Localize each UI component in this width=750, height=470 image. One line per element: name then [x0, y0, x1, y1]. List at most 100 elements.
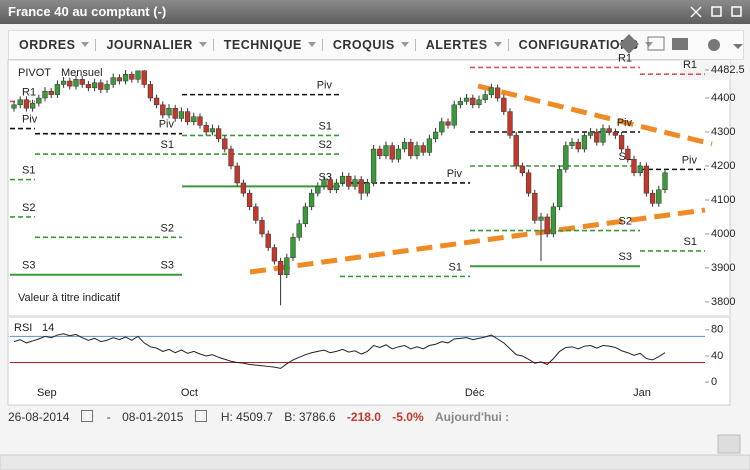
candle-body: [470, 97, 476, 106]
pivot-label: R1: [618, 52, 632, 64]
candle-body: [48, 90, 54, 95]
menu-item[interactable]: ORDRES: [9, 31, 95, 59]
chart-panel: [7, 59, 731, 406]
menu-item[interactable]: TECHNIQUE: [214, 31, 322, 59]
candle-body: [191, 116, 197, 123]
x-tick-label: Jan: [633, 387, 651, 399]
candle-body: [532, 192, 538, 221]
candle-body: [42, 90, 48, 99]
pivot-label: S1: [161, 139, 174, 151]
candle-body: [98, 82, 104, 90]
candle-body: [544, 216, 550, 235]
candle-body: [265, 233, 271, 248]
candle-body: [501, 97, 507, 112]
add-button[interactable]: [717, 434, 741, 454]
candle-body: [662, 172, 668, 191]
pivot-label: Piv: [682, 154, 698, 166]
change: -218.0: [346, 410, 381, 424]
candle-body: [290, 237, 296, 258]
candle-body: [649, 192, 656, 204]
candle-body: [197, 116, 203, 126]
candle-body: [494, 87, 501, 99]
candle-body: [79, 79, 85, 85]
candle-body: [36, 97, 42, 104]
candle-body: [606, 128, 612, 133]
menu-item[interactable]: ALERTES: [416, 31, 508, 59]
pivot-label: S2: [319, 139, 332, 151]
candle-body: [612, 131, 619, 136]
pivot-label: S1: [684, 236, 697, 248]
candle-body: [420, 145, 426, 153]
candle-body: [259, 220, 265, 235]
date-from[interactable]: 26-08-2014: [8, 410, 70, 424]
candle-body: [166, 107, 172, 116]
candle-body: [507, 111, 513, 136]
y-tick-label: 40: [711, 350, 723, 362]
y-tick-label: 80: [711, 324, 723, 336]
menu-item[interactable]: CROQUIS: [323, 31, 415, 59]
candle-body: [513, 135, 519, 167]
candle-body: [184, 111, 191, 123]
candle-body: [637, 165, 643, 174]
indicator-title: RSI: [14, 322, 32, 334]
today: Aujourd'hui :: [435, 410, 510, 424]
candle-body: [308, 192, 315, 208]
menu-item[interactable]: CONFIGURATIONS: [509, 31, 659, 59]
pivot-label: R1: [683, 59, 697, 71]
y-tick-label: 4200: [711, 160, 735, 172]
pivot-label: S1: [22, 164, 35, 176]
toolbar-icons[interactable]: [619, 34, 743, 54]
title-bar: France 40 au comptant (-): [0, 0, 750, 24]
candle-body: [476, 99, 482, 106]
pivot-label: Piv: [317, 80, 333, 92]
window-icons[interactable]: [690, 6, 742, 18]
candle-body: [17, 99, 23, 106]
candle-body: [451, 104, 457, 126]
candle-body: [488, 87, 495, 95]
candle-body: [54, 84, 61, 95]
menu-item[interactable]: JOURNALIER: [96, 31, 212, 59]
candle-body: [327, 179, 333, 191]
pivot-label: Piv: [159, 119, 175, 131]
separator: -: [106, 410, 111, 424]
candle-body: [302, 206, 309, 225]
candle-body: [395, 148, 402, 160]
y-tick-label: 0: [711, 376, 717, 388]
candle-body: [519, 165, 526, 174]
candle-body: [178, 111, 185, 119]
change-pct: -5.0%: [392, 410, 424, 424]
candle-body: [414, 145, 420, 157]
candle-body: [439, 121, 445, 133]
x-tick-label: Sep: [37, 387, 57, 399]
candle-body: [656, 189, 662, 204]
candle-body: [153, 97, 160, 106]
candle-body: [122, 73, 129, 82]
candle-body: [110, 77, 116, 85]
scrollbar[interactable]: [0, 454, 750, 470]
low: B: 3786.6: [284, 410, 336, 424]
y-tick-label: 3800: [711, 296, 735, 308]
rsi-line: [13, 333, 666, 369]
candle-body: [29, 102, 36, 109]
pivot-label: Piv: [447, 168, 463, 180]
candle-body: [352, 179, 358, 187]
y-tick-label: 4100: [711, 194, 735, 206]
y-tick-label: 4300: [711, 126, 735, 138]
candle-body: [525, 172, 532, 194]
candle-body: [203, 124, 209, 133]
panel-divider[interactable]: [8, 315, 730, 318]
candle-body: [104, 84, 110, 90]
candle-body: [426, 138, 433, 153]
candle-body: [401, 141, 408, 150]
candle-body: [271, 247, 278, 262]
candle-body: [116, 77, 123, 82]
candle-body: [364, 182, 371, 194]
candle-body: [339, 175, 346, 184]
pivot-label: S1: [319, 120, 332, 132]
date-to[interactable]: 08-01-2015: [122, 410, 184, 424]
pivot-label: S3: [22, 260, 35, 272]
candle-body: [129, 73, 135, 80]
candle-body: [643, 165, 650, 194]
candle-body: [215, 128, 222, 140]
